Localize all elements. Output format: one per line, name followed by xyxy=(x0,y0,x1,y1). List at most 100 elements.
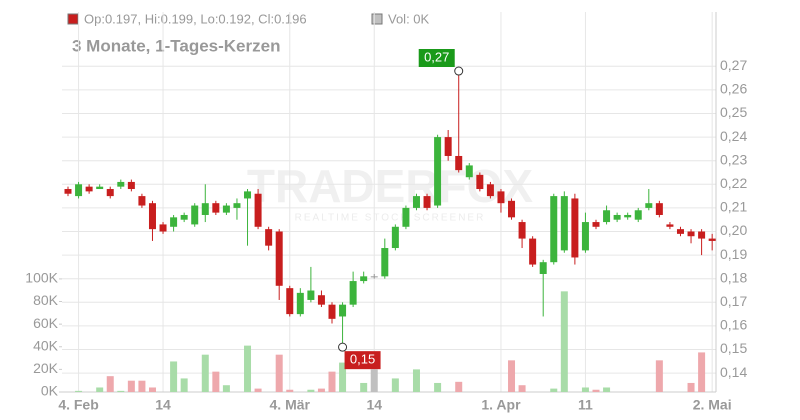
x-tick-label: 14 xyxy=(366,397,382,413)
legend-swatch xyxy=(371,13,383,25)
y2-tick-label: 100K xyxy=(25,270,58,286)
volume-bar xyxy=(212,371,220,392)
y2-tick-label: 80K xyxy=(33,292,59,308)
candle-body xyxy=(222,205,230,213)
volume-bar xyxy=(687,382,695,392)
volume-bar xyxy=(434,382,442,392)
watermark: TRADERFOX xyxy=(247,160,534,212)
volume-bar xyxy=(75,390,83,392)
y-tick-label: 0,19 xyxy=(720,246,747,262)
candle-body xyxy=(85,186,93,192)
x-tick-label: 11 xyxy=(578,397,593,413)
candle-body xyxy=(550,196,558,263)
watermark-sub: REALTIME STOCK SCREENER xyxy=(295,213,486,224)
volume-bar xyxy=(254,388,262,392)
y-tick-label: 0,17 xyxy=(720,293,747,309)
y2-tick-label: 0K xyxy=(41,383,59,399)
y-tick-label: 0,23 xyxy=(720,151,747,167)
legend-swatch xyxy=(67,13,79,25)
volume-bar xyxy=(127,380,135,392)
candle-body xyxy=(244,191,252,199)
header-volume: Vol: 0K xyxy=(388,11,430,26)
x-tick-label: 2. Mai xyxy=(693,397,732,413)
candle-body xyxy=(634,210,642,220)
candle-body xyxy=(201,203,209,215)
volume-bar xyxy=(360,382,368,392)
candle-body xyxy=(296,292,304,315)
y2-tick-label: 60K xyxy=(33,315,59,331)
candle-body xyxy=(212,203,220,213)
candle-body xyxy=(444,137,452,156)
candle-body xyxy=(655,203,663,215)
y2-tick-label: 20K xyxy=(33,360,59,376)
x-tick-label: 4. Feb xyxy=(58,397,98,413)
volume-bar xyxy=(222,385,230,392)
candle-body xyxy=(402,207,410,227)
y-tick-label: 0,21 xyxy=(720,199,747,215)
candle-body xyxy=(328,304,336,319)
candle-body xyxy=(381,248,389,277)
candle-body xyxy=(529,238,537,265)
candle-body xyxy=(339,304,347,317)
candle-body xyxy=(571,198,579,258)
y-tick-label: 0,16 xyxy=(720,317,747,333)
volume-bar xyxy=(603,387,611,392)
volume-bar xyxy=(370,369,378,392)
candle-body xyxy=(286,288,294,315)
candle-body xyxy=(581,222,589,251)
volume-bar xyxy=(170,361,178,392)
candle-body xyxy=(75,184,83,197)
candle-body xyxy=(455,155,463,171)
volume-bar xyxy=(180,378,188,392)
y-tick-label: 0,14 xyxy=(720,364,747,380)
volume-bar xyxy=(96,387,104,392)
candle-body xyxy=(423,196,431,208)
candle-body xyxy=(117,181,125,187)
candle-body xyxy=(708,238,716,241)
candle-body xyxy=(497,191,505,204)
y-tick-label: 0,18 xyxy=(720,269,747,285)
volume-bar xyxy=(307,389,315,392)
candle-body xyxy=(434,137,442,206)
high-label-box xyxy=(418,49,455,68)
y-tick-label: 0,25 xyxy=(720,104,747,120)
candle-body xyxy=(349,281,357,305)
volume-bar xyxy=(106,376,114,392)
volume-bar xyxy=(201,354,209,392)
candle-body xyxy=(687,231,695,237)
volume-bar xyxy=(455,381,463,392)
volume-bar xyxy=(508,360,516,392)
candle-body xyxy=(307,290,315,300)
y-tick-label: 0,26 xyxy=(720,81,747,97)
candle-body xyxy=(613,214,621,220)
candle-body xyxy=(518,222,526,239)
candle-body xyxy=(317,295,325,305)
low-label: 0,15 xyxy=(350,352,375,367)
volume-bar xyxy=(244,345,252,392)
candle-body xyxy=(148,203,156,230)
volume-bar xyxy=(317,388,325,392)
candle-body xyxy=(370,276,378,278)
volume-bar xyxy=(328,371,336,392)
candle-body xyxy=(391,226,399,249)
volume-bar xyxy=(412,369,420,392)
candle-body xyxy=(560,196,568,251)
candle-body xyxy=(476,174,484,190)
y-tick-label: 0,15 xyxy=(720,340,747,356)
y2-tick-label: 40K xyxy=(33,337,59,353)
volume-bar xyxy=(560,291,568,392)
volume-bar xyxy=(550,388,558,392)
candle-body xyxy=(412,196,420,208)
volume-bar xyxy=(698,352,706,392)
candle-body xyxy=(180,214,188,220)
candle-body xyxy=(624,214,632,218)
volume-bar xyxy=(391,378,399,392)
volume-bar xyxy=(655,360,663,392)
candle-body xyxy=(127,181,135,190)
x-tick-label: 1. Apr xyxy=(481,397,521,413)
candle-body xyxy=(170,217,178,227)
candle-body xyxy=(138,196,146,206)
candle-body xyxy=(645,203,653,208)
candle-body xyxy=(159,224,167,232)
